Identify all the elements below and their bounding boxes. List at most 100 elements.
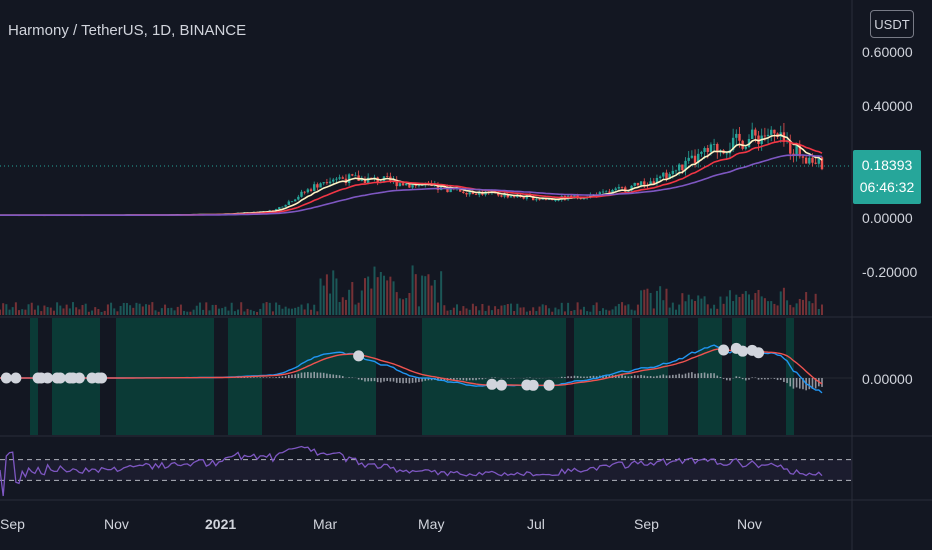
candle-body <box>512 196 516 198</box>
volume-bar <box>78 309 81 315</box>
macd-histogram-bar <box>411 378 414 383</box>
macd-histogram-bar <box>246 377 249 378</box>
volume-bar <box>135 302 138 315</box>
cross-marker <box>753 347 765 359</box>
macd-histogram-bar <box>249 377 252 378</box>
ema-slow-line <box>0 154 823 216</box>
macd-histogram-bar <box>338 375 341 378</box>
macd-histogram-bar <box>786 378 788 384</box>
candle-body <box>328 181 332 184</box>
candle-body <box>639 181 643 186</box>
volume-bar <box>605 309 608 315</box>
volume-bar <box>100 311 103 315</box>
volume-bar <box>202 309 205 315</box>
macd-histogram-bar <box>465 378 468 381</box>
macd-histogram-bar <box>468 378 471 381</box>
volume-bar <box>608 310 611 315</box>
candle-body <box>817 157 821 164</box>
volume-bar <box>424 276 427 315</box>
candle-body <box>497 192 500 196</box>
volume-bar <box>389 276 392 315</box>
volume-bar <box>313 304 316 315</box>
candle-body <box>700 151 703 154</box>
candle-body <box>712 144 716 145</box>
volume-bar <box>760 296 763 315</box>
volume-bar <box>513 311 516 315</box>
candle-body <box>658 176 662 179</box>
volume-bar <box>265 302 268 315</box>
macd-histogram-bar <box>380 378 382 383</box>
candle-body <box>649 181 652 185</box>
candle-body <box>620 187 624 188</box>
volume-bar <box>633 310 636 315</box>
volume-bar <box>563 311 566 315</box>
candle-body <box>411 184 414 188</box>
volume-bar <box>262 303 265 315</box>
volume-bar <box>700 298 703 315</box>
volume-bar <box>297 306 300 315</box>
macd-histogram-bar <box>322 372 325 378</box>
candle-body <box>754 129 757 136</box>
macd-histogram-bar <box>583 376 585 378</box>
macd-histogram-bar <box>294 374 296 378</box>
volume-bar <box>500 305 503 315</box>
macd-histogram-bar <box>646 376 649 378</box>
volume-bar <box>716 308 719 315</box>
candle-body <box>770 129 773 135</box>
volume-bar <box>770 301 773 315</box>
bar-countdown: 06:46:32 <box>859 179 915 195</box>
macd-histogram-bar <box>656 375 658 378</box>
macd-histogram-bar <box>262 377 265 378</box>
volume-bar <box>459 310 462 315</box>
volume-bar <box>706 304 709 315</box>
currency-button[interactable]: USDT <box>870 10 914 38</box>
volume-bar <box>675 309 678 315</box>
volume-bar <box>392 281 395 315</box>
macd-histogram-bar <box>779 378 782 380</box>
candle-body <box>662 172 665 177</box>
volume-bar <box>529 310 532 315</box>
volume-bar <box>586 311 589 315</box>
cross-marker <box>73 372 85 384</box>
candle-body <box>458 187 462 192</box>
macd-histogram-bar <box>472 378 474 381</box>
macd-histogram-bar <box>564 376 566 378</box>
volume-bar <box>754 293 757 315</box>
volume-bar <box>665 288 668 315</box>
macd-histogram-bar <box>678 373 680 378</box>
volume-bar <box>227 310 230 315</box>
symbol-title[interactable]: Harmony / TetherUS, 1D, BINANCE <box>8 22 247 39</box>
volume-bar <box>786 300 789 315</box>
volume-bar <box>582 306 585 315</box>
volume-bar <box>116 311 119 315</box>
volume-bar <box>611 309 614 315</box>
macd-histogram-bar <box>335 374 338 378</box>
volume-bar <box>268 302 271 315</box>
volume-bar <box>668 307 671 315</box>
volume-bar <box>703 296 706 315</box>
volume-bar <box>405 298 408 315</box>
volume-bar <box>468 309 471 315</box>
candle-body <box>351 174 354 176</box>
volume-bar <box>357 302 360 315</box>
macd-histogram-bar <box>745 378 747 381</box>
volume-bar <box>557 309 560 315</box>
macd-histogram-bar <box>427 378 430 381</box>
price-label-1: 0.60000 <box>862 44 913 60</box>
volume-bar <box>697 295 700 315</box>
volume-bar <box>757 289 760 315</box>
volume-bar <box>808 301 811 315</box>
candle-body <box>716 144 719 153</box>
volume-bar <box>814 293 817 315</box>
macd-histogram-bar <box>341 376 344 378</box>
volume-bar <box>481 303 484 315</box>
volume-bar <box>5 304 8 315</box>
macd-histogram-bar <box>706 373 709 378</box>
volume-bar <box>652 308 655 315</box>
volume-bar <box>570 310 573 315</box>
candle-body <box>757 135 760 145</box>
candle-body <box>392 179 395 181</box>
macd-histogram-bar <box>405 378 408 384</box>
candle-body <box>319 183 322 188</box>
